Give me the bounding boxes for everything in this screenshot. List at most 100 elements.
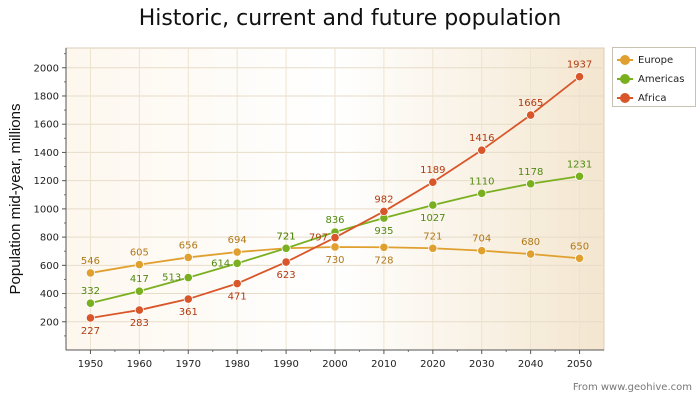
data-label-americas: 614 — [211, 258, 230, 269]
data-label-americas: 1178 — [518, 167, 543, 178]
data-point-americas — [477, 188, 487, 198]
data-labels: 546 605 656 694 721 730 728 721 704 680 650 332 417 5… — [81, 60, 592, 337]
data-label-africa: 471 — [228, 292, 247, 303]
data-label-africa: 1665 — [518, 98, 543, 109]
data-point-europe — [526, 249, 536, 259]
data-point-africa — [526, 110, 536, 120]
y-tick-label: 800 — [40, 233, 59, 244]
data-label-africa: 227 — [81, 326, 100, 337]
y-tick-label: 1600 — [34, 120, 59, 131]
legend-swatch — [617, 74, 633, 84]
data-label-africa: 1416 — [469, 133, 494, 144]
data-point-americas — [183, 273, 193, 283]
data-point-africa — [85, 313, 96, 323]
data-point-africa — [281, 257, 291, 267]
data-label-europe: 650 — [570, 241, 589, 252]
x-tick-label: 2010 — [371, 359, 396, 370]
data-point-europe — [85, 268, 96, 278]
data-point-europe — [134, 260, 144, 270]
data-point-europe — [232, 247, 242, 257]
series-africa — [85, 72, 585, 323]
x-tick-label: 1970 — [176, 359, 201, 370]
data-point-africa — [477, 145, 487, 155]
x-tick-label: 2050 — [567, 359, 592, 370]
data-label-americas: 1231 — [567, 159, 592, 170]
axes: 200 400 600 800 1000 1200 1400 1600 1800 2000 1950… — [34, 48, 604, 370]
data-label-americas: 836 — [325, 215, 344, 226]
data-point-europe — [183, 252, 193, 263]
grid — [66, 48, 604, 350]
y-axis-title: Population mid-year, millions — [7, 104, 24, 295]
x-tick-label: 1950 — [78, 359, 103, 370]
data-point-europe — [574, 253, 585, 263]
data-label-africa: 623 — [277, 270, 296, 281]
y-tick-label: 2000 — [34, 63, 59, 74]
legend: Europe Americas Africa — [612, 47, 696, 107]
data-point-africa — [428, 177, 438, 187]
data-point-europe — [428, 243, 438, 253]
data-point-americas — [232, 258, 242, 268]
legend-item-africa: Africa — [617, 90, 667, 106]
data-point-europe — [477, 246, 487, 256]
data-point-americas — [574, 171, 585, 181]
data-label-europe: 704 — [472, 234, 491, 245]
data-point-africa — [183, 294, 193, 304]
data-label-americas: 721 — [277, 231, 296, 242]
y-tick-label: 1000 — [34, 204, 59, 215]
x-tick-label: 1980 — [224, 359, 249, 370]
series-americas — [85, 171, 585, 308]
y-tick-label: 1800 — [34, 91, 59, 102]
data-label-europe: 730 — [325, 255, 344, 266]
x-tick-label: 1990 — [273, 359, 298, 370]
legend-swatch — [617, 93, 633, 103]
legend-label: Africa — [638, 92, 667, 104]
data-label-europe: 605 — [130, 248, 149, 259]
legend-swatch — [617, 55, 633, 65]
data-label-africa: 797 — [309, 233, 328, 244]
data-label-americas: 513 — [162, 273, 181, 284]
legend-label: Americas — [638, 73, 685, 85]
data-label-americas: 1027 — [420, 213, 445, 224]
data-point-europe — [330, 242, 340, 252]
data-point-americas — [85, 298, 96, 308]
data-label-europe: 680 — [521, 237, 540, 248]
data-label-americas: 1110 — [469, 176, 494, 187]
x-tick-label: 2020 — [420, 359, 445, 370]
data-point-americas — [428, 200, 438, 210]
data-label-europe: 721 — [277, 231, 296, 242]
data-point-americas — [134, 286, 144, 296]
x-tick-label: 2030 — [469, 359, 494, 370]
x-tick-label: 1960 — [127, 359, 152, 370]
y-tick-label: 1200 — [34, 176, 59, 187]
data-label-europe: 656 — [179, 240, 198, 251]
data-label-africa: 1189 — [420, 165, 445, 176]
data-point-americas — [526, 179, 536, 189]
data-point-africa — [232, 278, 242, 289]
data-label-africa: 361 — [179, 307, 198, 318]
legend-label: Europe — [638, 54, 674, 66]
data-label-europe: 721 — [423, 231, 442, 242]
y-tick-label: 200 — [40, 317, 59, 328]
data-label-europe: 694 — [228, 235, 247, 246]
chart-title: Historic, current and future population — [138, 6, 562, 31]
data-label-americas: 332 — [81, 286, 100, 297]
data-point-africa — [574, 72, 585, 82]
y-tick-label: 600 — [40, 261, 59, 272]
series — [85, 72, 585, 323]
legend-item-americas: Americas — [617, 71, 684, 87]
data-label-africa: 1937 — [567, 60, 592, 71]
x-tick-label: 2000 — [322, 359, 347, 370]
data-point-africa — [379, 206, 389, 217]
legend-item-europe: Europe — [617, 52, 673, 68]
data-label-africa: 982 — [374, 194, 393, 205]
data-label-americas: 417 — [130, 274, 149, 285]
source-credit: From www.geohive.com — [572, 382, 692, 393]
data-label-europe: 728 — [374, 255, 393, 266]
y-tick-label: 400 — [40, 289, 59, 300]
data-label-africa: 283 — [130, 318, 149, 329]
data-point-americas — [281, 243, 291, 253]
x-tick-label: 2040 — [518, 359, 543, 370]
data-label-americas: 935 — [374, 226, 393, 237]
y-tick-label: 1400 — [34, 148, 59, 159]
